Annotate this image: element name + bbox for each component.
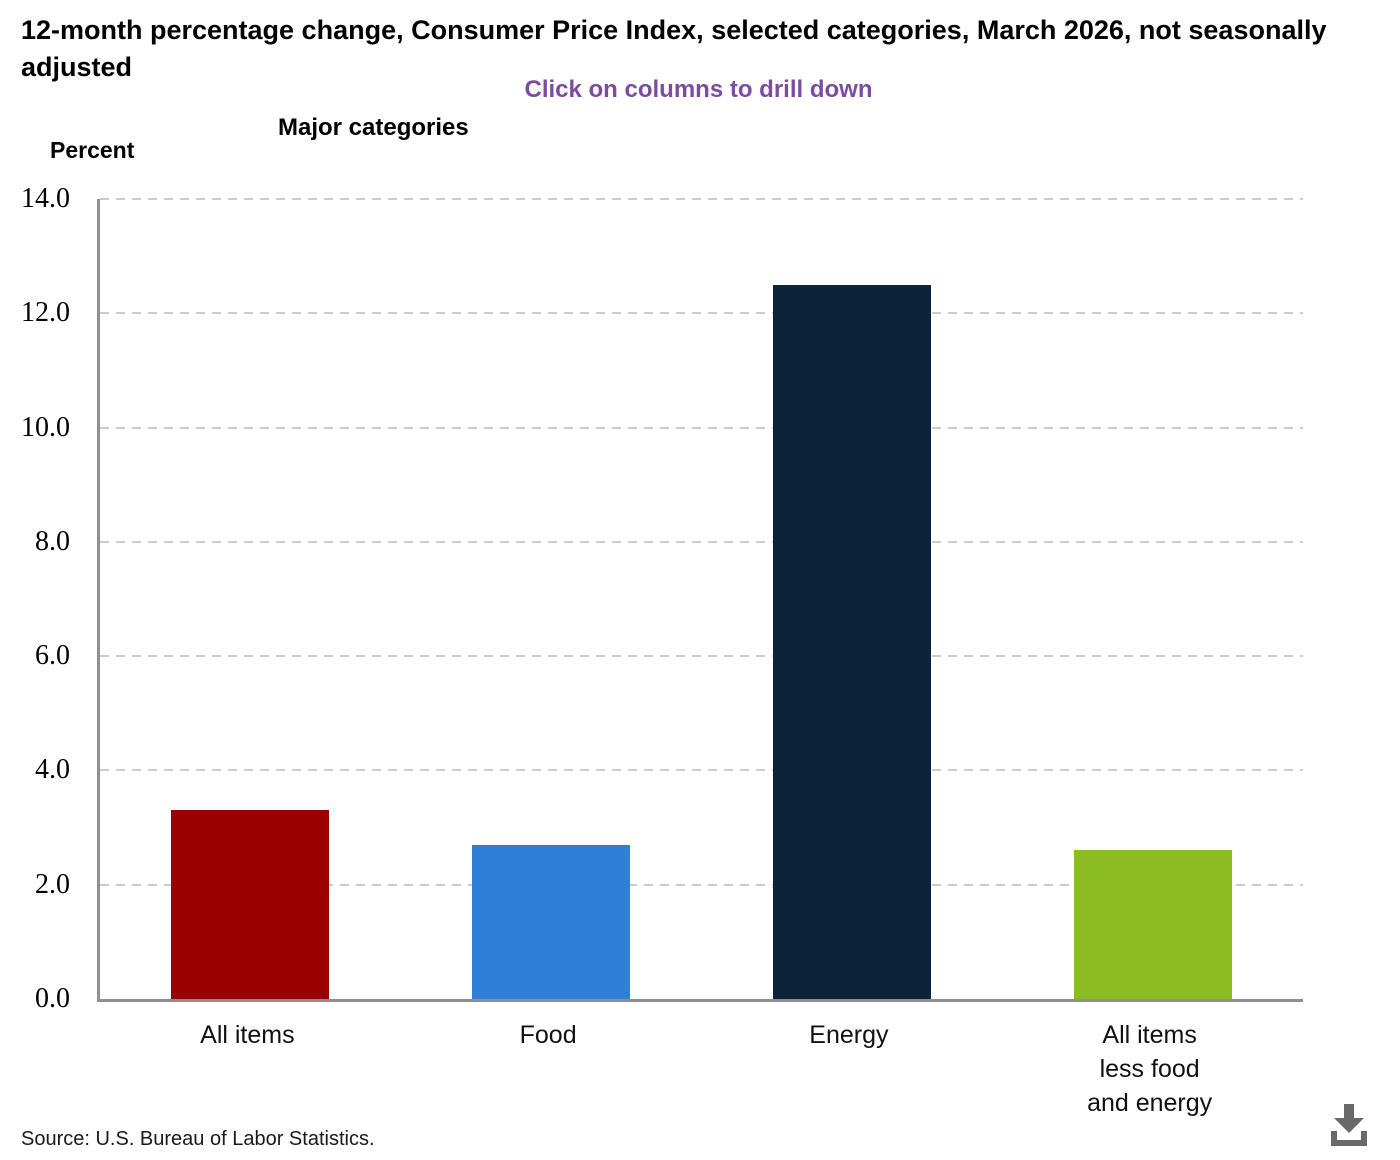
download-button[interactable] xyxy=(1324,1099,1374,1151)
x-axis-category-label: Food xyxy=(519,1021,577,1049)
chart-title: 12-month percentage change, Consumer Pri… xyxy=(21,15,1327,82)
plot-area xyxy=(97,198,1303,1002)
x-axis-category-label: Energy xyxy=(809,1021,889,1049)
y-tick-label: 4.0 xyxy=(35,754,70,786)
gridline xyxy=(100,540,1303,543)
bar-food[interactable] xyxy=(472,844,631,999)
bar-energy[interactable] xyxy=(772,284,931,999)
y-tick-label: 14.0 xyxy=(21,183,70,214)
download-icon xyxy=(1331,1104,1367,1146)
y-tick-label: 6.0 xyxy=(35,640,70,672)
gridline xyxy=(100,312,1303,315)
bar-all-items-less-food-and-energy[interactable] xyxy=(1073,850,1232,999)
y-tick-label: 2.0 xyxy=(35,868,70,900)
gridline xyxy=(100,198,1303,200)
y-axis-tick-labels: 14.0 12.0 10.0 8.0 6.0 4.0 2.0 0.0 xyxy=(0,183,78,1014)
x-axis-category-label: All items xyxy=(200,1021,295,1049)
y-axis-unit-label: Percent xyxy=(50,137,135,163)
x-axis-group-title: Major categories xyxy=(278,114,469,141)
chart-subtitle-drilldown-hint: Click on columns to drill down xyxy=(524,76,873,103)
gridline xyxy=(100,426,1303,429)
x-axis-labels: All items Food Energy All items less food a… xyxy=(97,1018,1300,1120)
y-tick-label: 0.0 xyxy=(35,983,70,1014)
source-note: Source: U.S. Bureau of Labor Statistics. xyxy=(21,1128,375,1150)
gridline xyxy=(100,769,1303,772)
y-tick-label: 12.0 xyxy=(21,297,70,329)
gridline xyxy=(100,883,1303,886)
gridline xyxy=(100,655,1303,658)
y-tick-label: 10.0 xyxy=(21,411,70,443)
bar-all-items[interactable] xyxy=(171,810,330,999)
y-tick-label: 8.0 xyxy=(35,525,70,557)
x-axis-category-label: All items less food and energy xyxy=(1087,1021,1213,1117)
